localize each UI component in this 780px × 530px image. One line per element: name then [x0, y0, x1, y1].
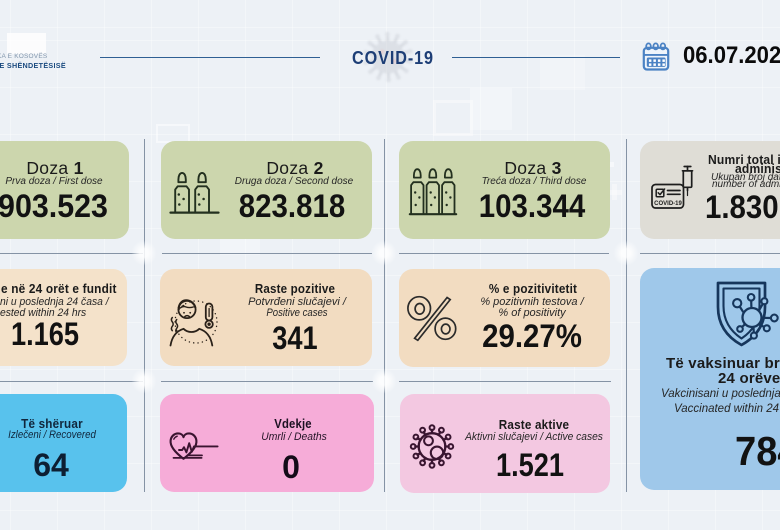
svg-text:COVID-19: COVID-19: [654, 201, 682, 207]
